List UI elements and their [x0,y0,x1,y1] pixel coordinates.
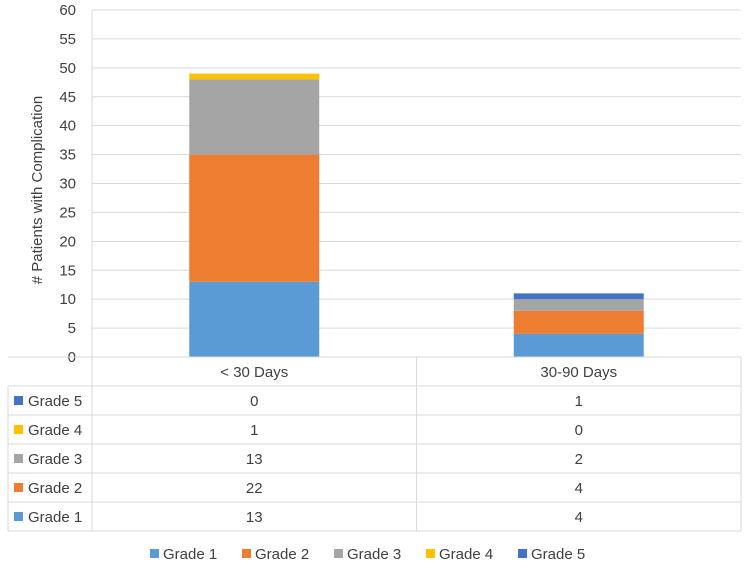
y-tick-label: 55 [59,31,76,48]
table-row-label: Grade 1 [28,509,82,526]
bar-segment [189,154,320,282]
legend-key-swatch [14,512,23,521]
data-label: 1 [250,422,258,439]
y-tick-label: 40 [59,118,76,135]
data-label: 22 [246,480,263,497]
table-row-label: Grade 5 [28,393,82,410]
legend-key-swatch [14,396,23,405]
data-label: 4 [575,480,583,497]
bar-segment [189,79,320,155]
table-row-label: Grade 3 [28,451,82,468]
data-label: 13 [246,509,263,526]
table-row-label: Grade 4 [28,422,82,439]
data-label: 2 [575,451,583,468]
data-label: 13 [246,451,263,468]
legend-label: Grade 1 [163,546,217,563]
y-tick-label: 15 [59,262,76,279]
y-tick-label: 5 [68,320,76,337]
bar-segment [189,281,320,357]
legend-key-swatch [14,454,23,463]
bars [189,73,644,357]
legend-swatch [426,549,435,558]
y-tick-label: 60 [59,2,76,19]
legend: Grade 1 Grade 2 Grade 3 Grade 4 Grade 5 [150,546,585,563]
bar-segment [189,73,320,80]
legend-key-swatch [14,483,23,492]
legend-swatch [518,549,527,558]
legend-swatch [242,549,251,558]
data-label: 0 [575,422,583,439]
y-tick-label: 30 [59,176,76,193]
bar-segment [513,299,644,311]
legend-label: Grade 4 [439,546,493,563]
y-tick-label: 50 [59,60,76,77]
x-tick-label: < 30 Days [220,364,288,381]
data-label: 4 [575,509,583,526]
bar-segment [513,293,644,300]
y-axis-label: # Patients with Complication [29,96,46,284]
table-row-label: Grade 2 [28,480,82,497]
y-tick-label: 25 [59,204,76,221]
legend-swatch [334,549,343,558]
legend-label: Grade 3 [347,546,401,563]
legend-label: Grade 5 [531,546,585,563]
data-label: 0 [250,393,258,410]
y-tick-label: 20 [59,233,76,250]
y-tick-label: 35 [59,147,76,164]
y-tick-label: 10 [59,291,76,308]
data-label: 1 [575,393,583,410]
legend-swatch [150,549,159,558]
bar-segment [513,310,644,334]
y-tick-label: 45 [59,89,76,106]
x-tick-label: 30-90 Days [540,364,617,381]
legend-label: Grade 2 [255,546,309,563]
legend-key-swatch [14,425,23,434]
bar-segment [513,333,644,357]
